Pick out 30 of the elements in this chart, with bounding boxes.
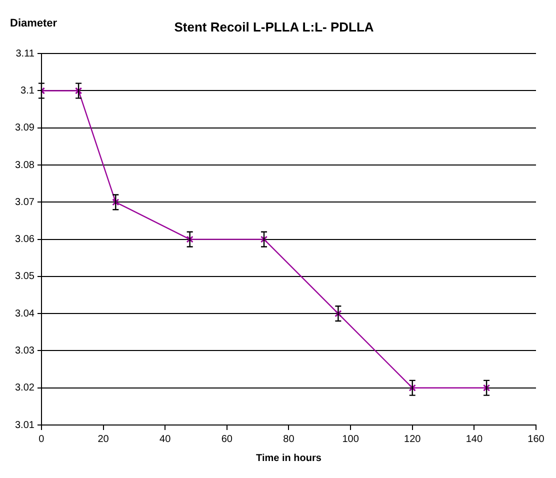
y-tick-label: 3.04	[14, 308, 35, 320]
y-tick-label: 3.08	[14, 160, 35, 171]
point	[112, 198, 120, 206]
x-tick-label: 60	[221, 434, 233, 445]
y-tick-label: 3.03	[14, 345, 35, 356]
point	[334, 310, 342, 318]
y-tick-label: 3.05	[14, 271, 35, 282]
chart-title: Stent Recoil L-PLLA L:L- PDLLA	[174, 19, 374, 34]
y-axis-title: Diameter	[10, 18, 58, 30]
x-tick-label: 80	[283, 434, 295, 445]
x-tick-label: 120	[404, 434, 422, 445]
y-tick-label: 3.1	[20, 85, 35, 96]
y-tick-label: 3.01	[14, 420, 35, 431]
point	[260, 236, 268, 243]
point	[482, 384, 490, 392]
y-tick-label: 3.07	[14, 196, 35, 208]
x-axis-title: Time in hours	[256, 452, 322, 464]
y-tick-label: 3.06	[14, 234, 35, 246]
x-tick-label: 0	[38, 434, 45, 445]
point	[186, 236, 194, 243]
point	[408, 384, 416, 392]
y-tick-label: 3.11	[16, 48, 35, 60]
x-tick-label: 40	[160, 434, 172, 445]
x-tick-label: 100	[342, 434, 360, 445]
y-tick-label: 3.02	[14, 382, 35, 394]
y-tick-label: 3.09	[14, 122, 35, 134]
x-tick-label: 140	[466, 434, 483, 445]
x-tick-label: 160	[528, 434, 545, 445]
point	[74, 87, 82, 94]
x-tick-label: 20	[98, 434, 110, 445]
